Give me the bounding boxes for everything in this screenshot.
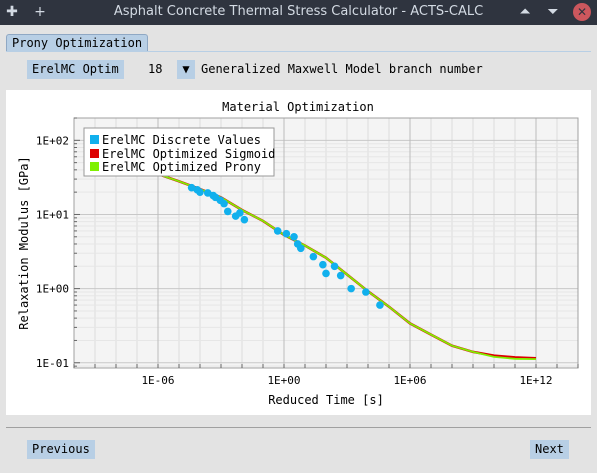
legend-entry-prony: ErelMC Optimized Prony — [102, 160, 261, 174]
tab-prony-optimization[interactable]: Prony Optimization — [6, 34, 149, 52]
x-tick-label: 1E+12 — [519, 374, 552, 387]
discrete-point — [273, 227, 282, 235]
add-icon[interactable]: + — [34, 4, 46, 20]
legend-swatch-discrete — [90, 135, 99, 144]
discrete-point — [309, 252, 318, 261]
branch-number-value[interactable]: 18 — [148, 62, 163, 76]
close-icon[interactable]: ✕ — [573, 3, 591, 21]
erelmc-optim-button[interactable]: ErelMC Optim — [27, 60, 124, 79]
legend-entry-discrete: ErelMC Discrete Values — [102, 133, 261, 147]
discrete-point — [220, 199, 228, 208]
pin-icon[interactable]: ✚ — [6, 4, 18, 20]
chart-legend: ErelMC Discrete Values ErelMC Optimized … — [83, 127, 275, 177]
y-axis-label: Relaxation Modulus [GPa] — [17, 156, 31, 329]
y-tick-label: 1E-01 — [36, 357, 69, 370]
x-tick-label: 1E-06 — [141, 374, 174, 387]
branch-description: Generalized Maxwell Model branch number — [201, 62, 483, 76]
discrete-point — [347, 284, 355, 293]
branch-dropdown-arrow-icon[interactable]: ▼ — [177, 60, 195, 79]
discrete-point — [330, 262, 339, 271]
y-tick-label: 1E+01 — [36, 208, 69, 221]
legend-swatch-sigmoid — [90, 149, 99, 158]
discrete-point — [296, 244, 305, 253]
chart-panel: Material Optimization 1E-06 1E+00 1E+06 1E+… — [6, 90, 591, 415]
tab-underline — [6, 51, 591, 52]
x-axis-label: Reduced Time [s] — [268, 393, 384, 407]
y-tick-label: 1E+00 — [36, 283, 69, 296]
discrete-point — [240, 215, 249, 224]
shade-up-icon[interactable]: ⏶ — [519, 4, 531, 20]
x-tick-label: 1E+00 — [267, 374, 300, 387]
relaxation-modulus-chart: Material Optimization 1E-06 1E+00 1E+06 1E+… — [17, 100, 579, 407]
previous-button[interactable]: Previous — [27, 440, 95, 459]
legend-swatch-prony — [90, 162, 99, 171]
window-titlebar: ✚ + Asphalt Concrete Thermal Stress Calc… — [0, 0, 597, 25]
discrete-point — [236, 209, 244, 217]
chart-series — [157, 172, 537, 360]
y-tick-label: 1E+02 — [36, 134, 69, 147]
footer-separator — [6, 427, 591, 428]
discrete-point — [362, 288, 370, 296]
axis-ticks: 1E-06 1E+00 1E+06 1E+12 1E+02 1E+01 1E+00 1E-01 — [36, 117, 579, 387]
window-title: Asphalt Concrete Thermal Stress Calculat… — [113, 4, 484, 19]
discrete-point — [223, 207, 232, 216]
discrete-point — [336, 271, 345, 280]
x-tick-label: 1E+06 — [393, 374, 426, 387]
legend-entry-sigmoid: ErelMC Optimized Sigmoid — [102, 147, 275, 161]
discrete-point — [282, 229, 291, 238]
discrete-point — [196, 188, 204, 196]
discrete-point — [319, 260, 327, 269]
next-button[interactable]: Next — [530, 440, 569, 459]
discrete-point — [290, 232, 298, 241]
discrete-point — [322, 269, 330, 278]
discrete-point — [376, 301, 384, 309]
minimize-icon[interactable]: ⏷ — [547, 4, 559, 20]
chart-title: Material Optimization — [222, 100, 374, 114]
